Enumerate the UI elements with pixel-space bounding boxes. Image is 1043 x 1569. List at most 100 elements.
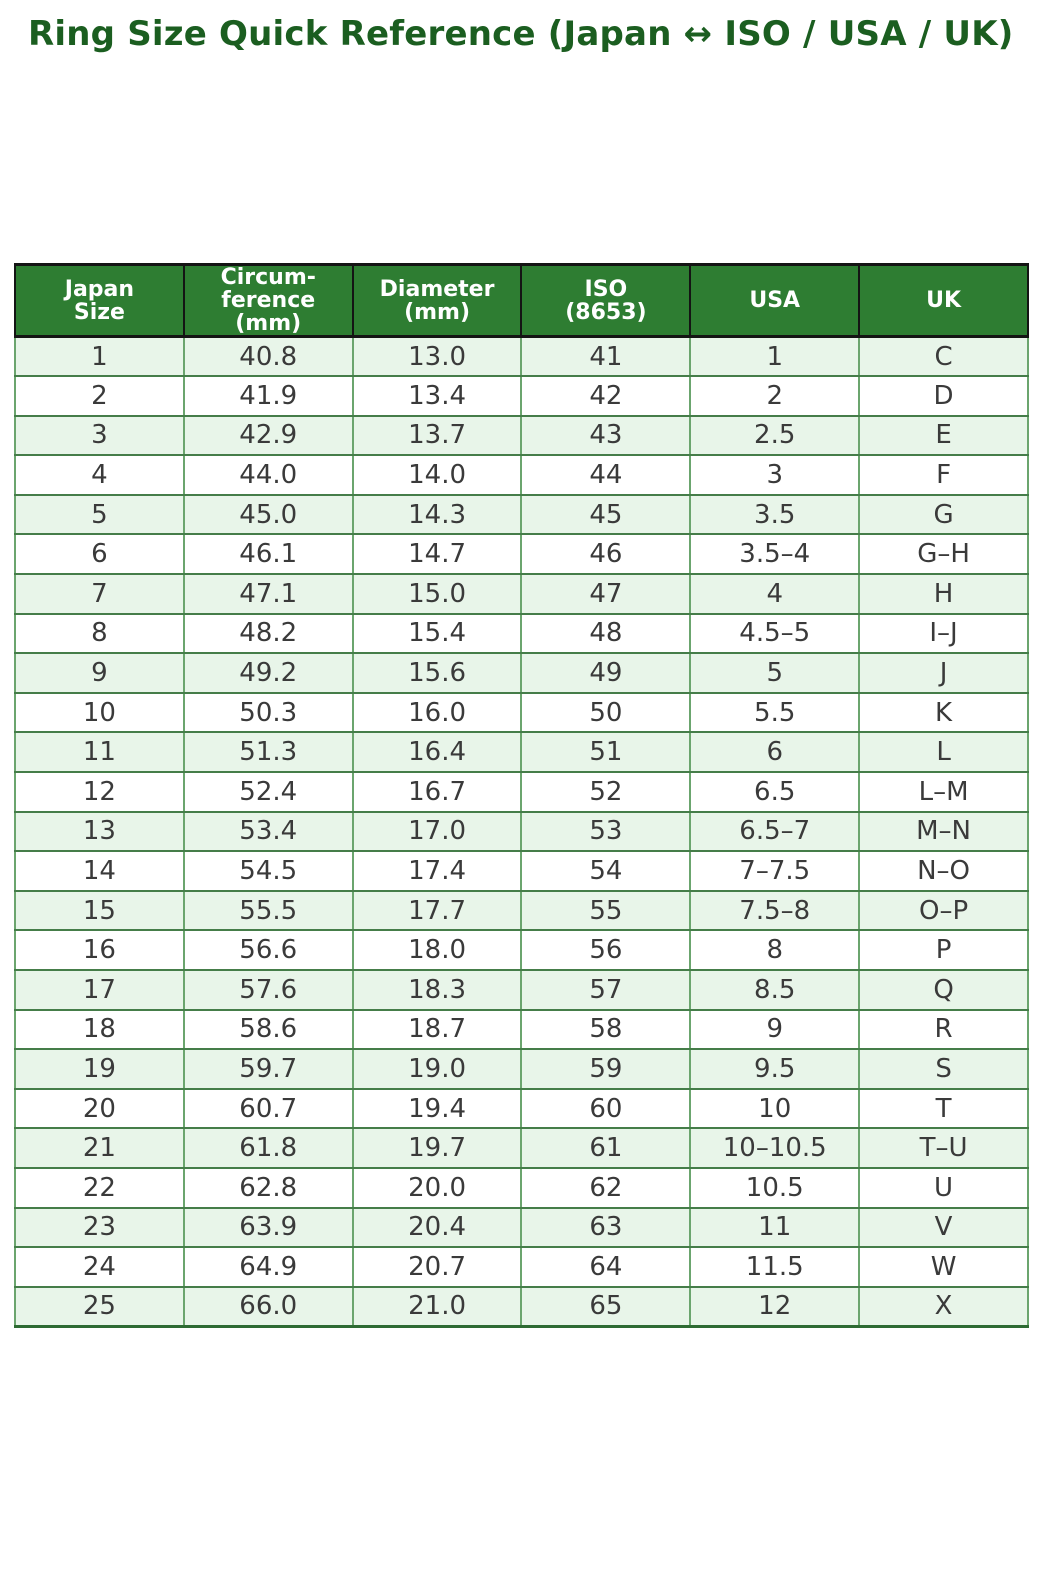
cell-uk: K (858, 691, 1029, 734)
table-row: 17 57.6 18.3 57 8.5 Q (14, 969, 1029, 1011)
cell-uk: G (858, 493, 1029, 536)
cell-diameter-mm: 20.0 (351, 1166, 523, 1209)
cell-japan-size: 25 (14, 1285, 185, 1328)
cell-iso-8653: 63 (520, 1206, 692, 1249)
cell-japan-size: 22 (14, 1166, 185, 1209)
table-row: 13 53.4 17.0 53 6.5–7 M–N (14, 810, 1029, 853)
cell-usa: 5.5 (689, 691, 861, 734)
header-row: Japan Size Circum- ference (mm) Diameter… (14, 263, 1029, 338)
cell-uk: T (858, 1087, 1029, 1130)
cell-usa: 9.5 (689, 1048, 861, 1090)
cell-usa: 11.5 (689, 1246, 861, 1288)
cell-iso-8653: 47 (520, 573, 692, 615)
cell-iso-8653: 49 (520, 652, 692, 694)
cell-diameter-mm: 13.4 (351, 375, 523, 417)
cell-japan-size: 12 (14, 771, 185, 813)
cell-circumference-mm: 62.8 (182, 1166, 354, 1209)
table-row: 2 41.9 13.4 42 2 D (14, 375, 1029, 417)
cell-japan-size: 6 (14, 533, 185, 576)
cell-iso-8653: 53 (520, 810, 692, 853)
cell-diameter-mm: 18.7 (351, 1008, 523, 1051)
cell-japan-size: 17 (14, 969, 185, 1011)
cell-japan-size: 3 (14, 414, 185, 457)
table-row: 15 55.5 17.7 55 7.5–8 O–P (14, 889, 1029, 932)
cell-iso-8653: 56 (520, 929, 692, 971)
cell-circumference-mm: 56.6 (182, 929, 354, 971)
cell-japan-size: 8 (14, 612, 185, 655)
table-row: 6 46.1 14.7 46 3.5–4 G–H (14, 533, 1029, 576)
cell-usa: 6.5–7 (689, 810, 861, 853)
cell-circumference-mm: 63.9 (182, 1206, 354, 1249)
cell-usa: 8 (689, 929, 861, 971)
page: Ring Size Quick Reference (Japan ↔ ISO /… (14, 14, 1029, 1328)
table-header: Japan Size Circum- ference (mm) Diameter… (14, 263, 1029, 338)
cell-uk: L–M (858, 771, 1029, 813)
cell-uk: F (858, 454, 1029, 496)
cell-uk: W (858, 1246, 1029, 1288)
cell-circumference-mm: 44.0 (182, 454, 354, 496)
cell-circumference-mm: 66.0 (182, 1285, 354, 1328)
cell-iso-8653: 59 (520, 1048, 692, 1090)
cell-iso-8653: 58 (520, 1008, 692, 1051)
cell-circumference-mm: 45.0 (182, 493, 354, 536)
cell-diameter-mm: 16.7 (351, 771, 523, 813)
table-row: 9 49.2 15.6 49 5 J (14, 652, 1029, 694)
cell-circumference-mm: 55.5 (182, 889, 354, 932)
cell-uk: G–H (858, 533, 1029, 576)
cell-iso-8653: 61 (520, 1127, 692, 1169)
cell-usa: 7–7.5 (689, 850, 861, 892)
cell-uk: N–O (858, 850, 1029, 892)
table-body: 1 40.8 13.0 41 1 C 2 41.9 13.4 42 2 D 3 … (14, 335, 1029, 1328)
cell-iso-8653: 41 (520, 335, 692, 378)
cell-circumference-mm: 40.8 (182, 335, 354, 378)
cell-usa: 6 (689, 731, 861, 774)
header-iso-8653: ISO (8653) (520, 263, 692, 338)
cell-iso-8653: 48 (520, 612, 692, 655)
cell-uk: P (858, 929, 1029, 971)
cell-iso-8653: 65 (520, 1285, 692, 1328)
cell-iso-8653: 62 (520, 1166, 692, 1209)
cell-circumference-mm: 58.6 (182, 1008, 354, 1051)
table-row: 8 48.2 15.4 48 4.5–5 I–J (14, 612, 1029, 655)
cell-usa: 3 (689, 454, 861, 496)
table-row: 19 59.7 19.0 59 9.5 S (14, 1048, 1029, 1090)
cell-diameter-mm: 20.7 (351, 1246, 523, 1288)
cell-diameter-mm: 19.4 (351, 1087, 523, 1130)
cell-usa: 12 (689, 1285, 861, 1328)
cell-diameter-mm: 20.4 (351, 1206, 523, 1249)
cell-uk: C (858, 335, 1029, 378)
cell-diameter-mm: 13.7 (351, 414, 523, 457)
table-row: 22 62.8 20.0 62 10.5 U (14, 1166, 1029, 1209)
cell-iso-8653: 44 (520, 454, 692, 496)
cell-iso-8653: 45 (520, 493, 692, 536)
cell-circumference-mm: 60.7 (182, 1087, 354, 1130)
cell-japan-size: 16 (14, 929, 185, 971)
cell-usa: 9 (689, 1008, 861, 1051)
table-row: 24 64.9 20.7 64 11.5 W (14, 1246, 1029, 1288)
table-row: 5 45.0 14.3 45 3.5 G (14, 493, 1029, 536)
table-row: 12 52.4 16.7 52 6.5 L–M (14, 771, 1029, 813)
cell-uk: M–N (858, 810, 1029, 853)
cell-usa: 3.5–4 (689, 533, 861, 576)
cell-uk: E (858, 414, 1029, 457)
cell-circumference-mm: 48.2 (182, 612, 354, 655)
cell-japan-size: 13 (14, 810, 185, 853)
cell-diameter-mm: 15.0 (351, 573, 523, 615)
cell-usa: 10 (689, 1087, 861, 1130)
cell-diameter-mm: 15.4 (351, 612, 523, 655)
cell-usa: 4.5–5 (689, 612, 861, 655)
cell-japan-size: 4 (14, 454, 185, 496)
cell-iso-8653: 51 (520, 731, 692, 774)
cell-japan-size: 18 (14, 1008, 185, 1051)
cell-usa: 3.5 (689, 493, 861, 536)
table-row: 18 58.6 18.7 58 9 R (14, 1008, 1029, 1051)
table-row: 14 54.5 17.4 54 7–7.5 N–O (14, 850, 1029, 892)
cell-diameter-mm: 14.0 (351, 454, 523, 496)
header-uk: UK (858, 263, 1029, 338)
cell-iso-8653: 55 (520, 889, 692, 932)
cell-usa: 11 (689, 1206, 861, 1249)
table-row: 20 60.7 19.4 60 10 T (14, 1087, 1029, 1130)
cell-usa: 10–10.5 (689, 1127, 861, 1169)
cell-japan-size: 21 (14, 1127, 185, 1169)
cell-diameter-mm: 18.3 (351, 969, 523, 1011)
